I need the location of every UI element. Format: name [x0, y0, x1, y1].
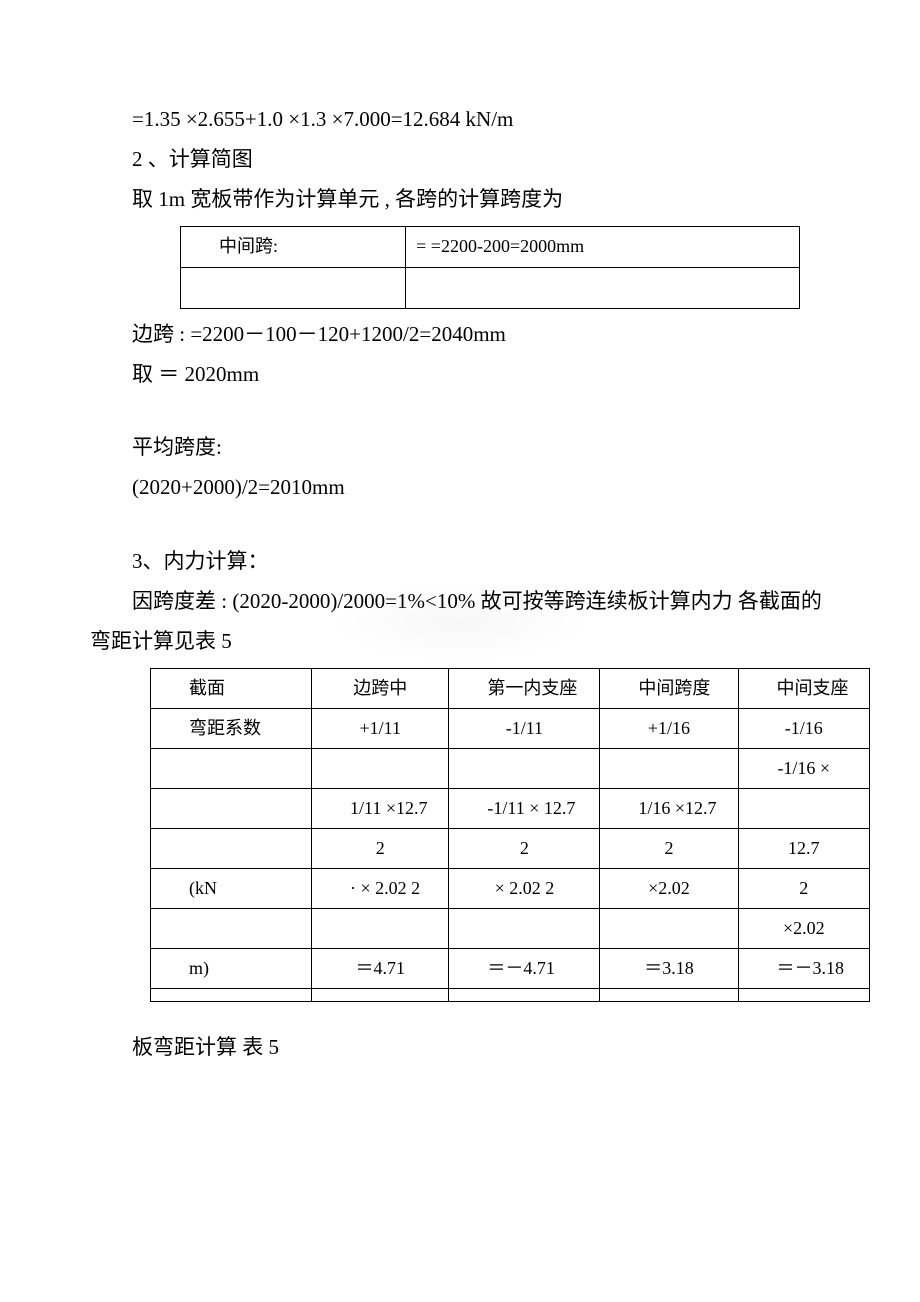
- text-line: 边跨 : =2200－100－120+1200/2=2040mm: [90, 315, 830, 355]
- cell: 2: [738, 868, 869, 908]
- cell: [312, 908, 449, 948]
- cell: ＝3.18: [600, 948, 738, 988]
- text-line: 平均跨度:: [90, 428, 830, 468]
- cell: ×2.02: [738, 908, 869, 948]
- cell: 边跨中: [312, 668, 449, 708]
- moment-table: 截面 边跨中 第一内支座 中间跨度 中间支座 弯距系数 +1/11 -1/11 …: [150, 668, 870, 1002]
- cell: [151, 988, 312, 1001]
- cell-text: 中间支座: [749, 675, 849, 702]
- table-row: ×2.02: [151, 908, 870, 948]
- cell: 12.7: [738, 828, 869, 868]
- cell: [738, 788, 869, 828]
- cell-text: 中间跨:: [191, 233, 278, 260]
- cell-text: · × 2.02 2: [322, 875, 420, 902]
- cell: 2: [600, 828, 738, 868]
- cell: [600, 988, 738, 1001]
- table-row: [151, 988, 870, 1001]
- cell: [181, 267, 406, 308]
- cell-text: m): [161, 955, 209, 982]
- cell-text: 第一内支座: [459, 675, 577, 702]
- cell: 中间跨:: [181, 226, 406, 267]
- cell-text: ＝－3.18: [749, 955, 845, 982]
- cell-text: 弯距系数: [161, 715, 261, 742]
- cell: 弯距系数: [151, 708, 312, 748]
- table-row: 弯距系数 +1/11 -1/11 +1/16 -1/16: [151, 708, 870, 748]
- table-row: 2 2 2 12.7: [151, 828, 870, 868]
- span-table: 中间跨: = =2200-200=2000mm: [180, 226, 800, 309]
- table-row: 1/11 ×12.7 -1/11 × 12.7 1/16 ×12.7: [151, 788, 870, 828]
- cell: [738, 988, 869, 1001]
- text-line: 取 1m 宽板带作为计算单元 , 各跨的计算跨度为: [90, 180, 830, 220]
- cell: 2: [449, 828, 600, 868]
- cell: +1/16: [600, 708, 738, 748]
- cell: ＝－4.71: [449, 948, 600, 988]
- cell: -1/16: [738, 708, 869, 748]
- cell: [600, 748, 738, 788]
- cell: 中间跨度: [600, 668, 738, 708]
- cell-text: ＝－4.71: [459, 955, 555, 982]
- cell: (kN: [151, 868, 312, 908]
- cell: [600, 908, 738, 948]
- cell-text: 1/11 ×12.7: [322, 795, 427, 822]
- table-row: m) ＝4.71 ＝－4.71 ＝3.18 ＝－3.18: [151, 948, 870, 988]
- cell-text: 1/16 ×12.7: [610, 795, 716, 822]
- cell-text: 中间跨度: [610, 675, 710, 702]
- text-line: 取 ＝ 2020mm: [90, 355, 830, 395]
- cell: m): [151, 948, 312, 988]
- cell: -1/16 ×: [738, 748, 869, 788]
- cell-text: -1/11 × 12.7: [459, 795, 575, 822]
- cell: [312, 748, 449, 788]
- cell: × 2.02 2: [449, 868, 600, 908]
- cell: 2: [312, 828, 449, 868]
- cell: = =2200-200=2000mm: [406, 226, 800, 267]
- cell: [151, 748, 312, 788]
- cell: [151, 828, 312, 868]
- cell: ＝－3.18: [738, 948, 869, 988]
- cell: 截面: [151, 668, 312, 708]
- spacer: [90, 1008, 830, 1028]
- table-row: (kN · × 2.02 2 × 2.02 2 ×2.02 2: [151, 868, 870, 908]
- cell: · × 2.02 2: [312, 868, 449, 908]
- spacer: [90, 508, 830, 542]
- table-row: 中间跨: = =2200-200=2000mm: [181, 226, 800, 267]
- cell: +1/11: [312, 708, 449, 748]
- table-row: -1/16 ×: [151, 748, 870, 788]
- cell: [151, 788, 312, 828]
- cell: 第一内支座: [449, 668, 600, 708]
- equation-line: =1.35 ×2.655+1.0 ×1.3 ×7.000=12.684 kN/m: [90, 100, 830, 140]
- cell: 1/11 ×12.7: [312, 788, 449, 828]
- cell: [449, 748, 600, 788]
- cell: [449, 988, 600, 1001]
- spacer: [90, 394, 830, 428]
- cell: -1/11: [449, 708, 600, 748]
- cell: ＝4.71: [312, 948, 449, 988]
- cell: ×2.02: [600, 868, 738, 908]
- cell: [151, 908, 312, 948]
- cell-text: (kN: [161, 875, 217, 902]
- cell-text: 截面: [161, 675, 225, 702]
- text-line: 因跨度差 : (2020-2000)/2000=1%<10% 故可按等跨连续板计…: [90, 582, 830, 662]
- text-line: (2020+2000)/2=2010mm: [90, 468, 830, 508]
- cell: [406, 267, 800, 308]
- heading-3: 3、内力计算：: [90, 542, 830, 582]
- cell: [449, 908, 600, 948]
- cell: [312, 988, 449, 1001]
- table-caption: 板弯距计算 表 5: [90, 1028, 830, 1068]
- table-row: [181, 267, 800, 308]
- cell: -1/11 × 12.7: [449, 788, 600, 828]
- cell: 中间支座: [738, 668, 869, 708]
- table-row: 截面 边跨中 第一内支座 中间跨度 中间支座: [151, 668, 870, 708]
- heading-2: 2 、计算简图: [90, 140, 830, 180]
- cell: 1/16 ×12.7: [600, 788, 738, 828]
- watermark-region: 因跨度差 : (2020-2000)/2000=1%<10% 故可按等跨连续板计…: [90, 582, 830, 662]
